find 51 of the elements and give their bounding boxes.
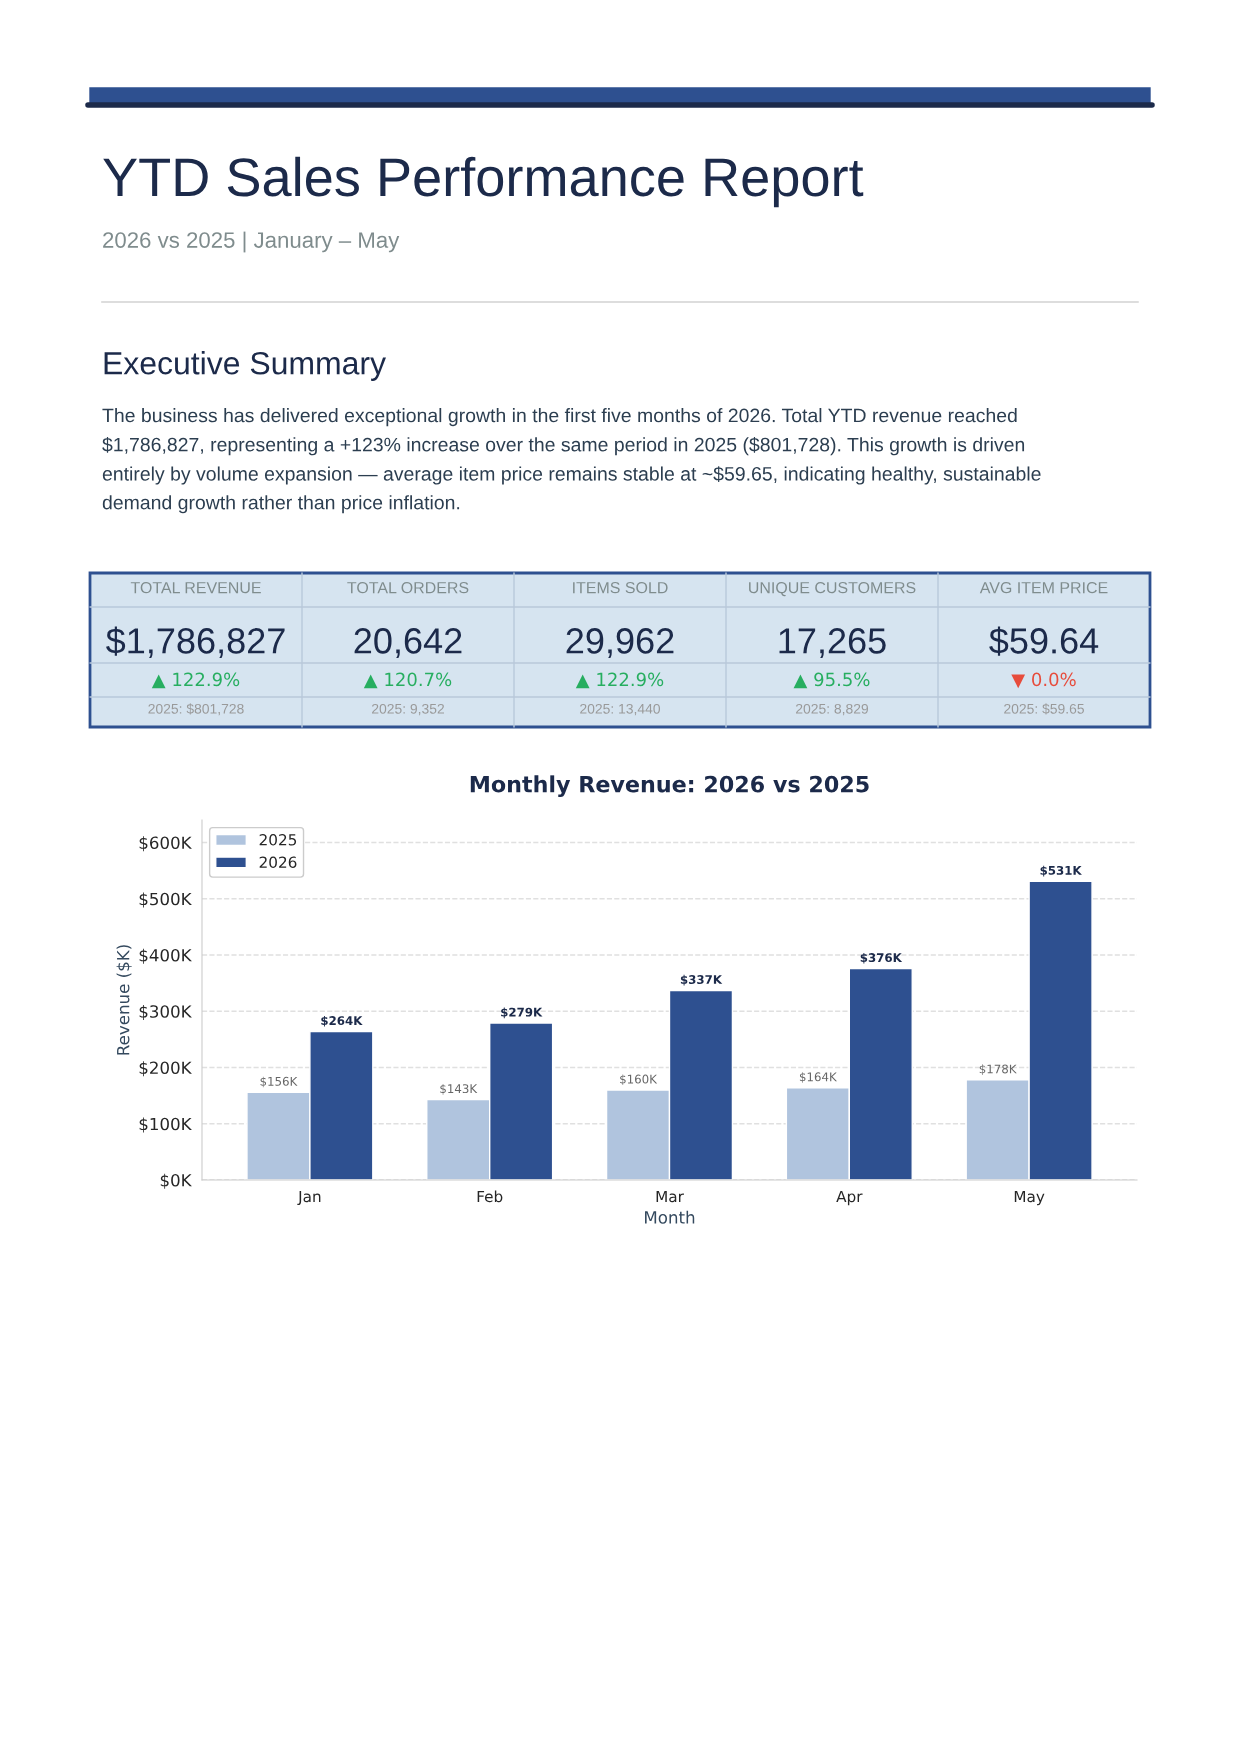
text: $1,786,827 [106,626,285,658]
text: 2025: 13,440 [580,703,661,716]
data-label: $337K [680,974,723,986]
text: 20,642 [354,628,462,658]
text: 2026 vs 2025 | January – May [103,231,400,253]
text: ▲ 120.7% [363,672,452,689]
legend-label: 2026 [259,856,297,868]
y-tick-label: $600K [139,836,192,852]
x-tick-label: Feb [477,1190,503,1203]
text: 2025: $59.65 [1004,703,1084,715]
x-tick-label: May [1014,1190,1045,1206]
text: The business has delivered exceptional growth in the first five months of 2026. Total YTD revenue reached $1,786,827, representing a +123% increase over the same period in 2025 ($801,728). This growth is driven entirely by volume expansion — average item price remains stable at ~$59.65, indicating healthy, sustainable demand growth rather than price inflation. [102,408,1041,514]
text: TOTAL ORDERS [347,581,469,594]
data-label: $178K [979,1064,1017,1075]
text: ▲ 122.9% [151,672,240,689]
data-label: $143K [440,1083,478,1095]
text: ITEMS SOLD [573,581,668,594]
y-tick-label: $300K [139,1004,192,1021]
data-label: $279K [501,1007,543,1019]
data-label: $264K [321,1015,363,1027]
text: 2025: 8,829 [796,703,869,716]
x-axis-title: Month [645,1210,695,1224]
text: ▼ 0.0% [1011,672,1076,689]
text: AVG ITEM PRICE [979,581,1108,594]
data-label: $156K [260,1076,298,1088]
data-label: $160K [620,1074,658,1086]
y-axis-title: Revenue ($K) [116,945,132,1055]
legend-label: 2025 [259,834,297,846]
text: 2025: 9,352 [372,703,444,716]
text: Executive Summary [104,351,386,381]
text: UNIQUE CUSTOMERS [749,581,916,597]
text: ▲ 95.5% [793,672,870,689]
data-label: $531K [1040,865,1082,877]
text: YTD Sales Performance Report [103,156,864,208]
y-tick-label: $500K [139,892,192,908]
data-label: $164K [799,1072,837,1083]
text: TOTAL REVENUE [130,581,261,594]
y-tick-label: $0K [160,1173,192,1189]
chart-title: Monthly Revenue: 2026 vs 2025 [470,775,869,798]
text: 17,265 [779,628,886,658]
text: ▲ 122.9% [575,672,664,689]
text: $59.64 [989,626,1099,656]
y-tick-label: $200K [139,1061,192,1077]
y-tick-label: $400K [139,948,192,964]
x-tick-label: Jan [297,1190,321,1206]
x-tick-label: Mar [656,1190,684,1203]
x-tick-label: Apr [836,1190,863,1206]
data-label: $376K [860,952,903,964]
text: 29,962 [566,628,674,658]
y-tick-label: $100K [139,1117,192,1133]
text: 2025: $801,728 [148,703,244,716]
